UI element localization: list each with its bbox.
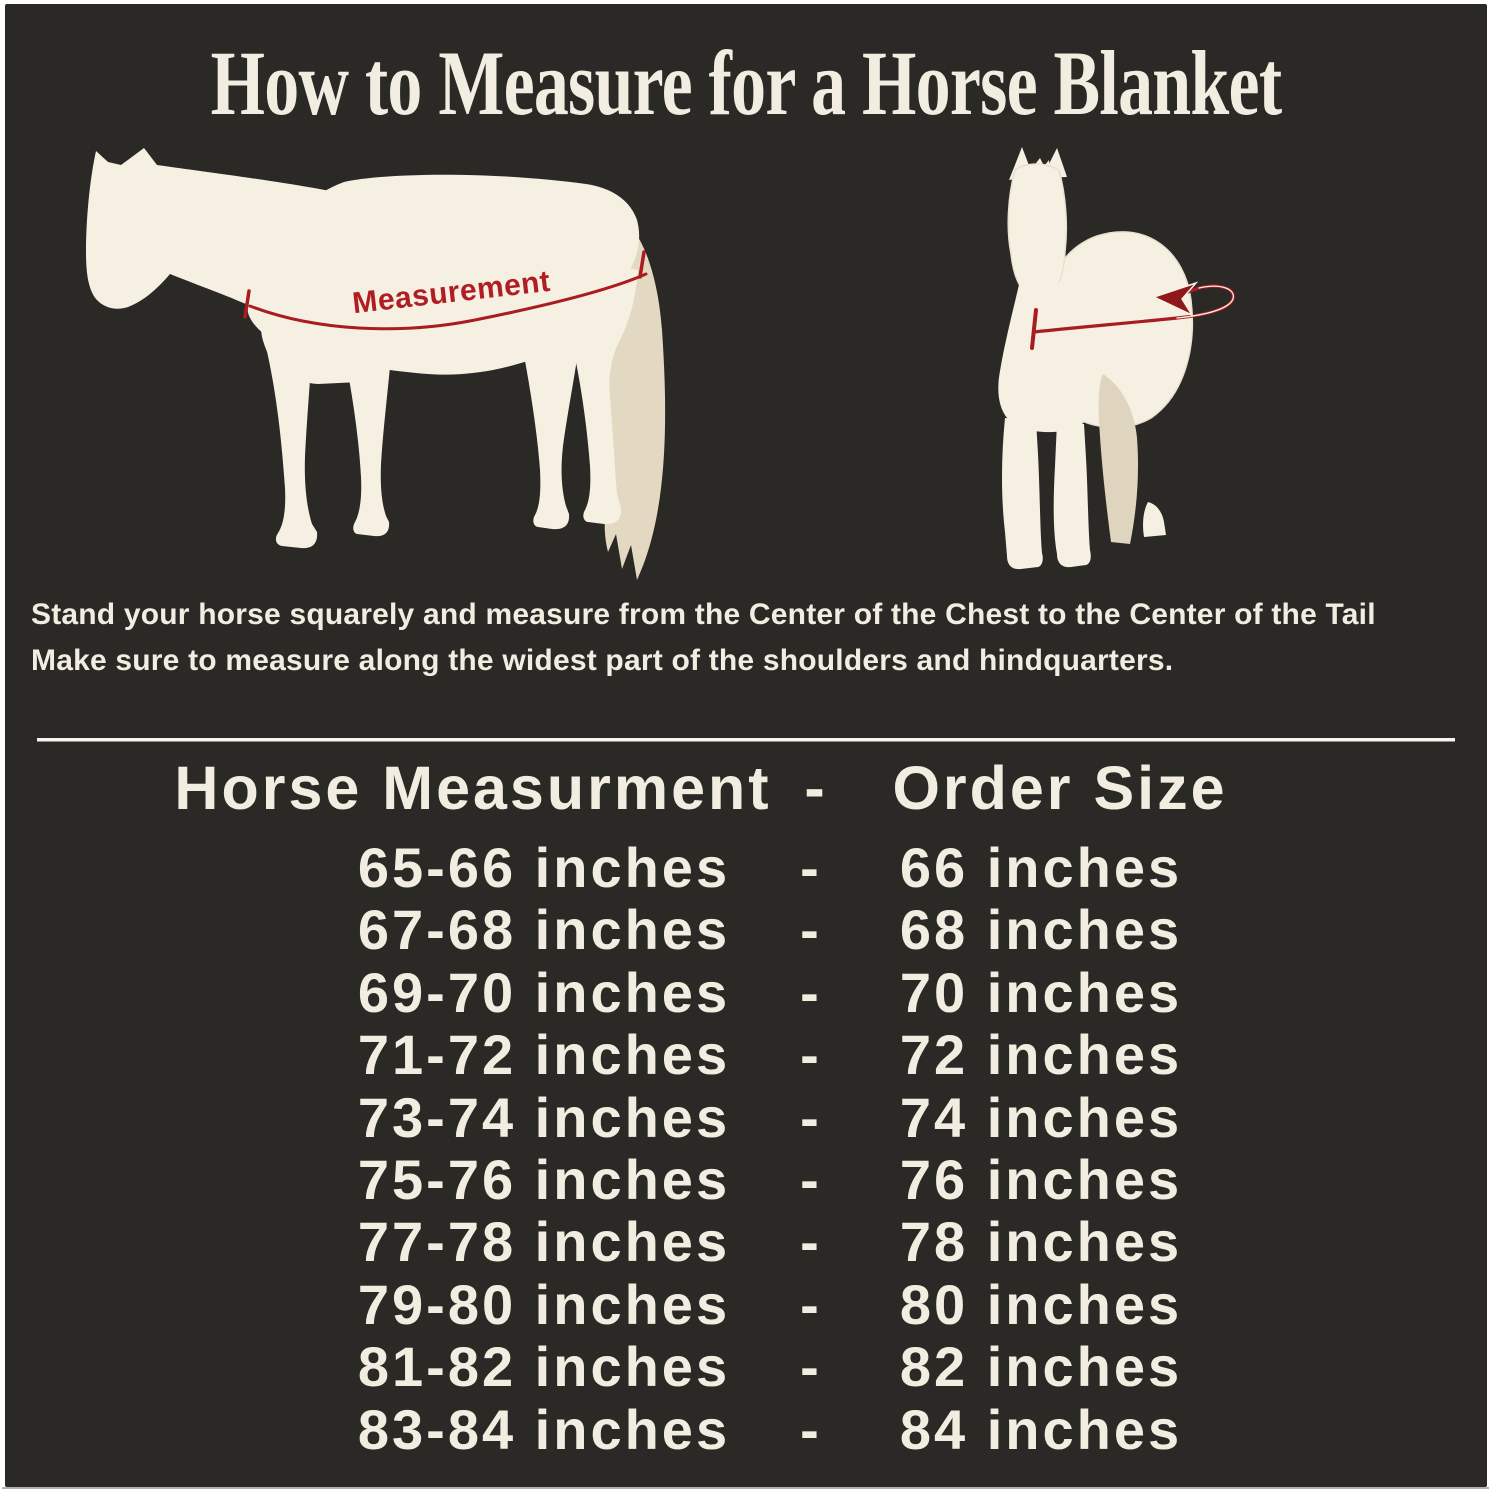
- horse-hind-leg: [568, 256, 638, 525]
- page-title: How to Measure for a Horse Blanket: [210, 32, 1282, 134]
- table-body: 65-66 inches - 66 inches 67-68 inches - …: [5, 836, 1487, 1461]
- row-separator: -: [800, 1023, 822, 1087]
- row-separator: -: [800, 960, 822, 1024]
- order-size-value: 76 inches: [899, 1147, 1183, 1211]
- table-row: 79-80 inches - 80 inches: [5, 1272, 1487, 1336]
- table-row: 69-70 inches - 70 inches: [5, 960, 1487, 1024]
- side-horse-silhouette-icon: [86, 148, 666, 580]
- horse-front-leg: [256, 310, 318, 549]
- horse-measurement-value: 65-66 inches: [357, 836, 731, 899]
- row-separator: -: [800, 1272, 822, 1336]
- header-order-size: Order Size: [892, 754, 1228, 822]
- instructions-text: Stand your horse squarely and measure fr…: [31, 592, 1476, 684]
- order-size-value: 84 inches: [899, 1397, 1183, 1461]
- horse-measurement-value: 71-72 inches: [357, 1023, 731, 1087]
- measurement-line-end-tick: [638, 250, 646, 279]
- row-separator: -: [800, 1335, 822, 1399]
- order-size-value: 70 inches: [899, 960, 1183, 1024]
- table-row: 73-74 inches - 74 inches: [5, 1085, 1487, 1149]
- row-separator: -: [800, 1147, 822, 1211]
- panel-bottom-shadow: [2, 1487, 1489, 1489]
- divider-line: [37, 738, 1455, 742]
- horse-measurement-value: 79-80 inches: [357, 1272, 731, 1336]
- row-separator: -: [800, 1085, 822, 1149]
- horse-measurement-value: 69-70 inches: [357, 960, 731, 1024]
- front-view-horse-illustration: [945, 136, 1255, 596]
- table-row: 65-66 inches - 66 inches: [5, 836, 1487, 899]
- header-horse-measurement: Horse Measurment: [174, 754, 772, 822]
- horse-chest-shape: [998, 276, 1095, 433]
- table-row: 67-68 inches - 68 inches: [5, 898, 1487, 962]
- horse-hind-leg: [518, 324, 580, 530]
- table-row: 83-84 inches - 84 inches: [5, 1397, 1487, 1461]
- table-row: 75-76 inches - 76 inches: [5, 1147, 1487, 1211]
- table-row: 81-82 inches - 82 inches: [5, 1335, 1487, 1399]
- measurement-line: [248, 272, 648, 331]
- horse-measurement-value: 75-76 inches: [357, 1147, 731, 1211]
- table-row: 71-72 inches - 72 inches: [5, 1023, 1487, 1087]
- order-size-value: 66 inches: [899, 836, 1183, 899]
- horse-measurement-value: 77-78 inches: [357, 1210, 731, 1274]
- horse-head-shape: [1007, 163, 1068, 299]
- side-view-horse-illustration: Measurement: [60, 138, 720, 598]
- order-size-value: 72 inches: [899, 1023, 1183, 1087]
- horse-measurement-value: 73-74 inches: [357, 1085, 731, 1149]
- wrap-arrow-inner-line: [1176, 285, 1234, 319]
- horse-front-leg: [1053, 422, 1091, 568]
- instructions-line-1: Stand your horse squarely and measure fr…: [31, 598, 1376, 631]
- horse-front-leg: [1002, 418, 1043, 570]
- row-separator: -: [800, 1397, 822, 1461]
- order-size-value: 82 inches: [899, 1335, 1183, 1399]
- order-size-value: 78 inches: [899, 1210, 1183, 1274]
- header-separator: -: [804, 754, 828, 822]
- row-separator: -: [800, 898, 822, 962]
- horse-measurement-value: 67-68 inches: [357, 898, 731, 962]
- instructions-line-2: Make sure to measure along the widest pa…: [31, 644, 1174, 677]
- wrap-arrow-head: [1151, 281, 1199, 317]
- front-horse-silhouette-icon: [998, 147, 1235, 570]
- horse-head-shape: [86, 148, 360, 384]
- measurement-line: [243, 289, 251, 319]
- horse-front-leg: [340, 334, 392, 537]
- table-header-row: Horse Measurment - Order Size: [5, 753, 1487, 823]
- order-size-value: 74 inches: [899, 1085, 1183, 1149]
- order-size-value: 68 inches: [899, 898, 1183, 962]
- row-separator: -: [800, 1210, 822, 1274]
- dark-panel: How to Measure for a Horse Blanket: [5, 4, 1487, 1487]
- horse-measurement-value: 81-82 inches: [357, 1335, 731, 1399]
- horse-measurement-value: 83-84 inches: [357, 1397, 731, 1461]
- measurement-start-tick: [1030, 308, 1038, 350]
- horse-hind-leg-shaded: [1098, 374, 1139, 544]
- table-row: 77-78 inches - 78 inches: [5, 1210, 1487, 1274]
- order-size-value: 80 inches: [899, 1272, 1183, 1336]
- horse-hind-hoof: [1143, 502, 1166, 537]
- row-separator: -: [800, 836, 822, 899]
